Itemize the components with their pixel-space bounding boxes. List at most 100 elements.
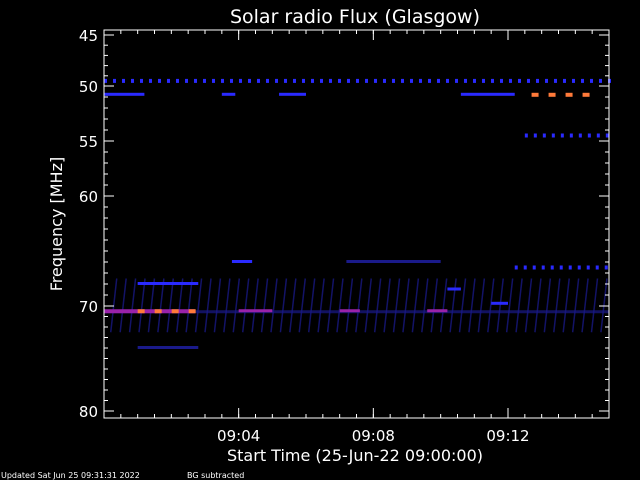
burst-dots-low-cell (188, 309, 196, 314)
persistent-band-cell (230, 78, 233, 83)
persistent-band-cell (221, 78, 224, 83)
interference-streak (213, 278, 222, 333)
interference-streak (600, 278, 608, 333)
persistent-band-cell (500, 78, 503, 83)
persistent-band-cell (257, 78, 260, 83)
interference-streak (496, 278, 504, 333)
emission-dash (137, 346, 199, 349)
heatmap-cells (104, 78, 611, 349)
interference-streak (128, 278, 137, 333)
persistent-band-cell (383, 78, 386, 83)
persistent-band-cell (401, 78, 404, 83)
band-66-cell (541, 265, 545, 270)
persistent-band-cell (419, 78, 422, 83)
interference-streak (157, 278, 165, 333)
interference-streak (590, 278, 599, 333)
plot-background (104, 30, 609, 418)
interference-streak (430, 278, 438, 333)
interference-streak (241, 278, 250, 333)
chart-title: Solar radio Flux (Glasgow) (230, 6, 480, 28)
persistent-band-cell (131, 78, 134, 83)
persistent-band-cell (167, 78, 170, 83)
band-54-cell (560, 133, 564, 138)
interference-streak (336, 278, 344, 333)
plot-area (103, 29, 611, 419)
persistent-band-cell (392, 78, 395, 83)
y-axis: 45 50 55 60 70 80 (79, 27, 609, 421)
x-axis-label: Start Time (25-Jun-22 09:00:00) (227, 446, 483, 465)
band-66-cell (577, 265, 581, 270)
interference-streak (392, 278, 401, 333)
persistent-band-cell (410, 78, 413, 83)
y-tick-label: 55 (79, 133, 98, 151)
interference-streak (166, 278, 175, 333)
interference-streak (515, 278, 523, 333)
y-tick-label: 60 (79, 188, 98, 206)
band-54-cell (542, 133, 546, 138)
persistent-band-cell (473, 78, 476, 83)
persistent-band-cell (203, 78, 206, 83)
interference-streak (581, 278, 589, 333)
band-66-cell (604, 265, 608, 270)
burst-dots-high-cell (531, 92, 539, 97)
persistent-band-cell (158, 78, 161, 83)
interference-streak (571, 278, 580, 333)
interference-streak (279, 278, 288, 333)
persistent-band-cell (545, 78, 548, 83)
band-54-cell (596, 133, 600, 138)
interference-streak (109, 278, 118, 333)
persistent-band-cell (365, 78, 368, 83)
persistent-band-cell (239, 78, 242, 83)
emission-dash (231, 260, 253, 263)
band-66-cell (595, 265, 599, 270)
persistent-band-cell (428, 78, 431, 83)
interference-streak (298, 278, 307, 333)
interference-streak (487, 278, 495, 333)
persistent-band-cell (572, 78, 575, 83)
persistent-band-cell (347, 78, 350, 83)
persistent-band-cell (320, 78, 323, 83)
interference-streak (524, 278, 533, 333)
persistent-band-cell (302, 78, 305, 83)
interference-streak (260, 278, 269, 333)
interference-streak (458, 278, 467, 333)
persistent-band-cell (464, 78, 467, 83)
persistent-band-cell (275, 78, 278, 83)
interference-streak (223, 278, 231, 333)
interference-streak (402, 278, 410, 333)
y-axis-label: Frequency [MHz] (47, 157, 66, 291)
interference-streak (147, 278, 156, 333)
band-66-cell (532, 265, 536, 270)
interference-streak (175, 278, 184, 333)
interference-streak (449, 278, 457, 333)
strong-emission (104, 309, 195, 314)
persistent-band-cell (482, 78, 485, 83)
persistent-band-cell (293, 78, 296, 83)
persistent-band-cell (599, 78, 602, 83)
interference-streak (204, 278, 212, 333)
emission-dash (427, 309, 448, 313)
y-tick-label: 45 (79, 27, 98, 45)
persistent-band-cell (491, 78, 494, 83)
interference-streak (317, 278, 325, 333)
interference-streak (505, 278, 514, 333)
persistent-band-cell (266, 78, 269, 83)
interference-streak (383, 278, 391, 333)
persistent-band-cell (311, 78, 314, 83)
emission-dash (238, 309, 273, 313)
emission-dash (460, 92, 515, 96)
burst-dots-low-cell (171, 309, 179, 314)
band-66-cell (550, 265, 554, 270)
persistent-band-cell (437, 78, 440, 83)
emission-dash (491, 301, 508, 305)
band-54-cell (578, 133, 582, 138)
interference-streak (477, 278, 486, 333)
interference-streak (421, 278, 429, 333)
interference-streak (553, 278, 561, 333)
band-66-cell (586, 265, 590, 270)
persistent-band-cell (113, 78, 116, 83)
persistent-band-cell (140, 78, 143, 83)
band-54-cell (569, 133, 573, 138)
persistent-band-cell (338, 78, 341, 83)
interference-streak (345, 278, 354, 333)
